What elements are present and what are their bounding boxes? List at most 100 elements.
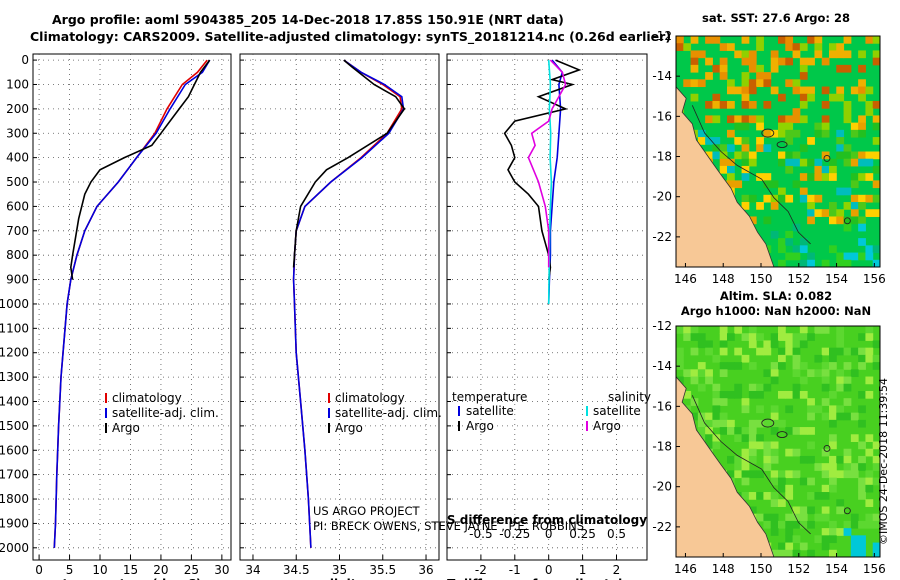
sst-map-cell [785,115,794,124]
depth-tick-label: 1500 [0,419,29,433]
sst-map-cell [734,151,743,160]
sla-map-cell [850,549,859,558]
sla-map-xtick-label: 150 [750,562,773,576]
sla-map-cell [858,520,866,529]
sla-map-cell [829,470,837,479]
sst-map-cell [821,259,830,268]
sst-map-cell [785,43,794,51]
sst-map-cell [741,100,750,109]
sla-map-cell [705,340,713,349]
sst-map-cell [836,144,845,152]
sla-map-cell [770,412,779,421]
sst-map-cell [821,173,830,181]
sst-map-cell [719,158,728,167]
sla-map-cell [748,470,757,479]
sla-map-cell [814,405,823,414]
credit-pi: PI: BRECK OWENS, STEVE JAYNE , P.E. ROBB… [313,519,584,533]
sst-map-cell [756,202,764,210]
sla-map-cell [872,362,881,370]
sst-map-cell [858,238,866,246]
sst-map-cell [741,72,750,80]
sst-map-cell [858,202,866,210]
sla-map-cell [829,405,837,414]
differences-xtick-label: 0 [545,563,553,577]
sla-map-land [675,375,775,558]
sla-map-cell [734,390,743,399]
sla-map-cell [843,398,852,406]
sst-map-cell [850,122,859,131]
sla-map-cell [799,333,808,341]
sst-map-reef-island [776,141,788,149]
sst-map-cell [785,165,794,174]
sst-map-cell [865,245,874,254]
sla-map-cell [676,326,684,334]
sst-map-cell [799,173,808,181]
sla-map-cell [683,369,692,378]
sla-map-subtitle: Argo h1000: NaN h2000: NaN [681,304,871,318]
sst-map-cell [858,151,866,160]
temperature-xtick-label: 5 [66,563,74,577]
sla-map-cell [850,434,859,442]
sla-map-group [675,325,881,558]
sla-map-cell [872,549,881,558]
sla-map-cell [836,528,845,536]
sst-map-ytick-label: -16 [652,109,672,123]
sst-map-cell [712,144,721,152]
sla-map-cell [756,492,764,500]
sla-map-cell [705,347,713,356]
sla-map-cell [821,398,830,406]
sla-map-cell [807,506,815,515]
sla-map-cell [770,340,779,349]
sla-map-cell [807,398,815,406]
sst-map-cell [778,259,786,268]
sla-map-cell [850,535,859,544]
sla-map-cell [748,390,757,399]
salinity-xtick-label: 35.5 [369,563,396,577]
sla-map-cell [712,441,721,450]
sst-map-cell [865,252,874,261]
sst-map-cell [807,57,815,66]
sla-map-cell [770,362,779,370]
sla-map-cell [727,470,735,479]
sla-map-cell [705,376,713,385]
sla-map-cell [865,448,874,457]
sla-map-cell [799,513,808,522]
sla-map-cell [865,390,874,399]
sst-map-cell [748,64,757,73]
depth-tick-label: 1200 [0,346,29,360]
sla-map-ytick-label: -14 [652,359,672,373]
sla-map-cell [829,455,837,464]
sla-map-cell [843,520,852,529]
sst-map-cell [858,194,866,203]
sst-map-cell [719,151,728,160]
sst-map-cell [741,57,750,66]
sst-map-cell [719,100,728,109]
sst-map-cell [843,36,852,44]
sst-map-cell [814,165,823,174]
sla-map-cell [799,340,808,349]
temperature-xtick-label: 20 [153,563,168,577]
sla-map-cell [799,506,808,515]
sla-map-cell [785,492,794,500]
temperature-series-satellite-adj-clim- [53,59,211,548]
sla-map-cell [865,354,874,363]
differences-series-salinity-argo [527,59,567,268]
sst-map-cell [858,252,866,261]
sla-map-cell [748,383,757,392]
sla-map-cell [814,492,823,500]
sla-map-cell [712,398,721,406]
depth-tick-label: 200 [6,102,29,116]
sst-map-cell [785,57,794,66]
diff-legend-right-label: satellite [593,404,641,418]
sst-map-frame [675,35,881,268]
sst-map-cell [858,216,866,225]
depth-tick-label: 600 [6,199,29,213]
sla-map-cell [792,347,801,356]
sst-map-cell [799,238,808,246]
sla-map-cell [719,347,728,356]
sla-map-cell [748,362,757,370]
depth-tick-label: 800 [6,248,29,262]
diff-x2-tick-label: 0.25 [569,527,596,541]
sst-map-cell [821,209,830,217]
sst-map-cell [843,100,852,109]
